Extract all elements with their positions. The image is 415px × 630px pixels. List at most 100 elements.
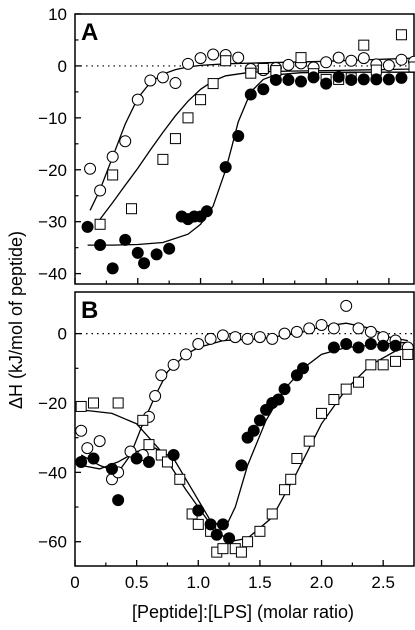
plot-frame [74,291,415,567]
data-point-open-square [291,452,303,464]
data-point-open-square [169,133,181,145]
data-point-open-square [75,400,87,412]
data-point-open-square [126,203,137,215]
data-point-filled-circle [377,339,390,352]
data-point-filled-circle [257,83,270,96]
data-point-open-circle [81,442,94,455]
data-point-open-square [217,543,229,555]
data-point-open-circle [332,51,345,64]
data-point-open-circle [204,332,217,345]
data-point-open-circle [340,299,353,312]
data-point-open-square [155,449,167,461]
data-point-filled-circle [340,338,353,351]
data-point-filled-circle [327,341,340,354]
data-point-filled-circle [370,73,383,86]
data-point-filled-circle [150,248,163,261]
data-point-open-circle [278,327,291,340]
data-point-open-square [87,397,99,409]
data-point-filled-circle [75,455,88,468]
data-point-filled-circle [253,414,266,427]
y-tick-label: −20 [38,394,67,413]
data-point-open-square [182,112,194,124]
data-point-open-square [390,355,402,367]
data-point-filled-circle [142,455,155,468]
data-point-open-circle [253,331,266,344]
x-tick-label: 1.5 [248,573,272,592]
panel-label: B [81,297,98,324]
data-point-open-circle [315,318,328,331]
data-point-filled-circle [232,130,245,143]
data-point-filled-circle [204,518,217,531]
data-point-filled-circle [235,459,248,472]
data-point-open-square [94,218,106,230]
data-point-open-circle [169,77,182,90]
y-tick-label: −20 [38,161,67,180]
data-point-open-square [112,397,124,409]
data-point-filled-circle [247,424,260,437]
data-point-open-circle [241,332,254,345]
y-tick-label: 0 [58,325,67,344]
data-point-open-square [254,525,266,537]
data-point-filled-circle [138,257,151,270]
x-tick-label: 0 [70,573,79,592]
data-point-open-square [143,439,155,451]
data-point-open-square [242,536,254,548]
data-point-open-circle [182,57,194,70]
data-point-open-circle [290,325,303,338]
x-tick-label: 1.0 [186,573,210,592]
panel-label: A [81,19,98,46]
data-point-filled-circle [357,73,370,86]
data-point-filled-circle [332,70,345,83]
data-point-open-circle [303,322,316,335]
data-point-open-square [365,359,377,371]
data-point-open-circle [155,369,168,382]
data-point-open-square [340,383,352,395]
data-point-open-circle [282,58,295,71]
data-point-open-square [107,169,119,181]
y-axis-title: ΔH (kJ/mol of peptide) [6,231,26,409]
data-point-filled-circle [105,462,118,475]
data-point-open-circle [192,338,205,351]
data-point-open-square [395,29,407,41]
data-point-filled-circle [297,362,310,375]
data-point-filled-circle [94,239,107,252]
x-tick-label: 2.5 [371,573,395,592]
x-axis-title: [Peptide]:[LPS] (molar ratio) [132,602,354,622]
data-point-open-circle [75,424,88,437]
data-point-open-circle [229,331,242,344]
data-point-filled-circle [106,262,119,275]
data-point-open-square [245,67,257,79]
data-point-filled-circle [223,532,236,545]
data-point-open-square [266,508,278,520]
data-point-open-square [285,473,297,485]
data-point-filled-circle [200,205,213,218]
data-point-open-square [358,39,370,51]
x-tick-label: 0.5 [125,573,149,592]
data-point-open-circle [395,53,408,66]
data-point-open-square [295,52,307,64]
data-point-open-circle [194,52,207,65]
data-point-filled-circle [389,339,402,352]
data-point-filled-circle [219,161,232,174]
data-point-filled-circle [163,242,176,255]
data-point-open-circle [345,54,358,67]
plot-frame [74,13,415,285]
data-point-open-circle [327,322,340,335]
data-point-filled-circle [87,452,100,465]
data-point-filled-circle [364,338,377,351]
data-point-filled-circle [119,233,132,246]
data-point-filled-circle [192,504,205,517]
data-point-open-circle [216,329,229,342]
data-point-filled-circle [272,393,285,406]
data-point-open-square [316,407,328,419]
data-point-open-square [353,376,365,388]
data-point-open-circle [320,56,333,69]
y-tick-label: −60 [38,533,67,552]
data-point-filled-circle [352,341,365,354]
data-point-open-square [279,484,291,496]
y-tick-label: −40 [38,463,67,482]
data-point-open-square [402,348,414,360]
data-point-open-square [137,414,149,426]
data-point-open-square [235,546,247,558]
